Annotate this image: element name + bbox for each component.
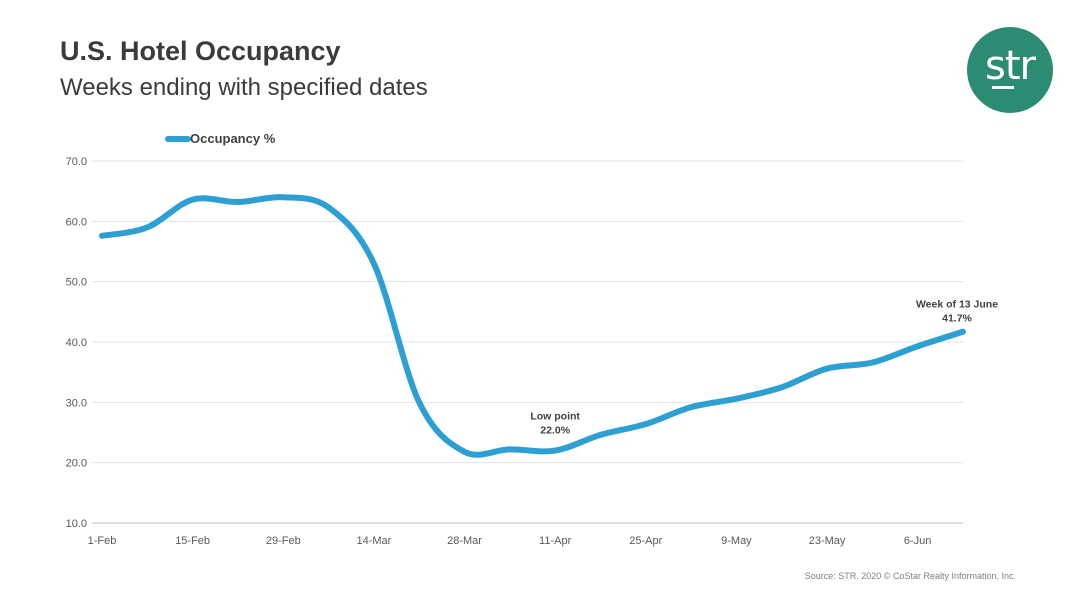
x-tick-label: 29-Feb [266,535,301,547]
str-logo: str [967,27,1053,113]
x-tick-label: 15-Feb [175,535,210,547]
x-tick-label: 11-Apr [539,535,572,547]
x-tick-label: 6-Jun [904,535,932,547]
chart-subtitle: Weeks ending with specified dates [60,74,428,101]
series-line-occupancy [99,194,966,458]
str-logo-underline [992,86,1014,89]
x-tick-label: 28-Mar [447,535,482,547]
y-tick-label: 60.0 [66,216,87,228]
y-tick-label: 20.0 [66,458,87,470]
y-tick-label: 40.0 [66,337,87,349]
annotation-low-point-label: Low point [530,411,580,423]
str-logo-text: str [985,43,1036,89]
annotations: Low point 22.0% Week of 13 June 41.7% [530,299,998,437]
y-tick-label: 10.0 [66,518,87,530]
legend: Occupancy % [165,131,276,146]
y-axis-ticks: 10.0 20.0 30.0 40.0 50.0 60.0 70.0 [66,156,87,530]
x-tick-label: 14-Mar [356,535,391,547]
annotation-low-point-value: 22.0% [540,425,570,437]
y-tick-label: 30.0 [66,397,87,409]
gridlines [92,160,963,524]
y-tick-label: 70.0 [66,156,87,168]
legend-label: Occupancy % [190,131,276,146]
x-tick-label: 25-Apr [629,535,662,547]
y-tick-label: 50.0 [66,277,87,289]
source-note: Source: STR. 2020 © CoStar Realty Inform… [804,571,1016,581]
x-tick-label: 23-May [809,535,846,547]
x-tick-label: 9-May [721,535,752,547]
annotation-latest-week-label: Week of 13 June [916,299,998,311]
x-axis-ticks: 1-Feb 15-Feb 29-Feb 14-Mar 28-Mar 11-Apr 25-Ap… [88,535,932,547]
series-occupancy [99,194,966,458]
annotation-latest-week-value: 41.7% [942,313,972,325]
x-tick-label: 1-Feb [88,535,117,547]
chart-title: U.S. Hotel Occupancy [60,36,341,66]
